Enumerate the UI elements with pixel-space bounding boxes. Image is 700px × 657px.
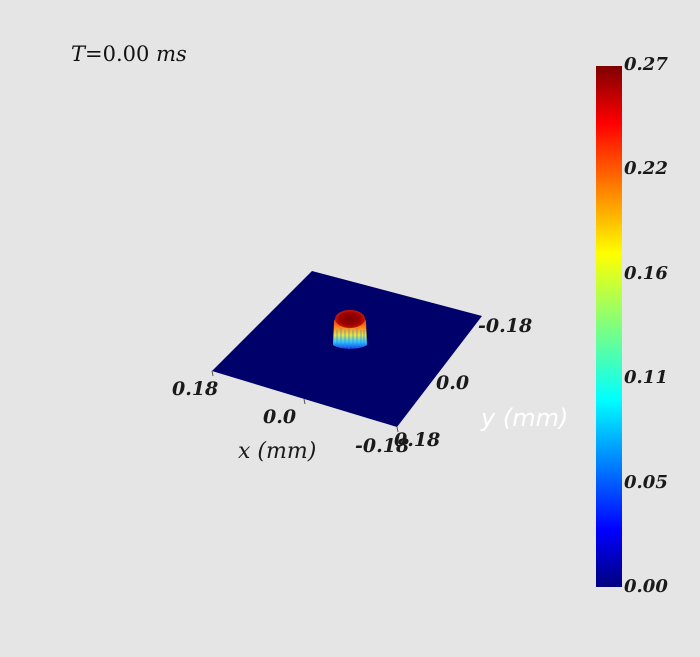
y-axis-var: y <box>480 404 496 432</box>
x-tick-mark <box>303 398 306 405</box>
x-tick-label: 0.18 <box>172 378 218 400</box>
x-tick-mark <box>396 426 399 433</box>
colorbar <box>596 66 622 587</box>
x-tick-label: 0.0 <box>263 406 296 428</box>
x-tick-label: -0.18 <box>355 435 409 457</box>
colorbar-tick-label: 0.16 <box>624 263 668 284</box>
colorbar-tick-label: 0.00 <box>624 576 668 597</box>
time-label: T=0.00 ms <box>71 42 187 66</box>
y-axis-unit: (mm) <box>503 404 568 432</box>
colorbar-tick-label: 0.22 <box>624 158 668 179</box>
peak-top <box>335 310 365 328</box>
time-value: 0.00 <box>102 42 150 66</box>
surface-plane <box>212 271 482 427</box>
surface-peak <box>333 310 367 349</box>
x-tick-mark <box>211 370 214 377</box>
time-unit: ms <box>156 42 187 66</box>
x-axis-unit: (mm) <box>257 439 316 464</box>
x-axis-var: x <box>238 439 251 464</box>
time-eq: = <box>85 42 103 66</box>
y-tick-label: -0.18 <box>478 315 532 337</box>
y-tick-label: 0.18 <box>394 429 440 451</box>
colorbar-tick-label: 0.27 <box>624 54 668 75</box>
time-var: T <box>71 42 86 66</box>
colorbar-tick-label: 0.05 <box>624 472 668 493</box>
y-tick-label: 0.0 <box>436 372 469 394</box>
y-axis-label: y (mm) <box>480 404 568 432</box>
colorbar-tick-label: 0.11 <box>624 367 668 388</box>
x-axis-label: x (mm) <box>238 439 316 464</box>
